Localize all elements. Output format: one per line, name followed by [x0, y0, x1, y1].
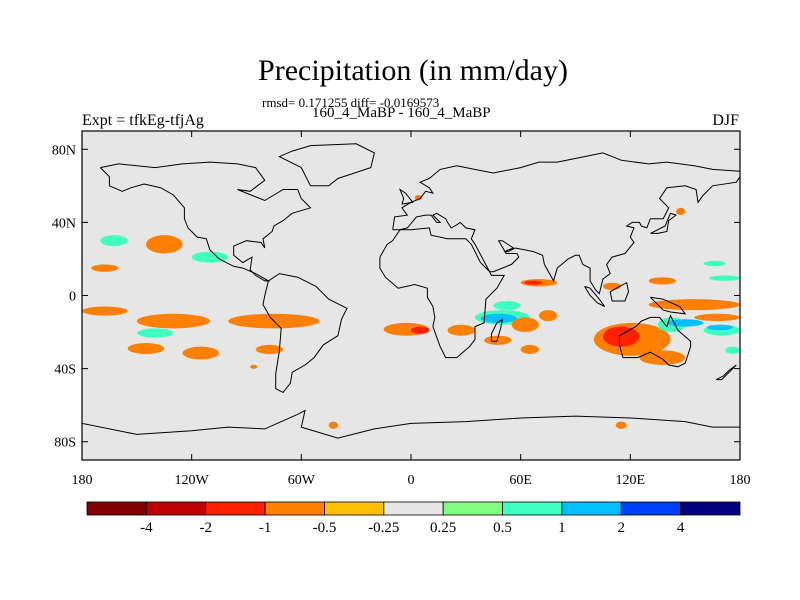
coastline — [392, 152, 740, 295]
runs-subtitle: 160_4_MaBP - 160_4_MaBP — [312, 105, 491, 121]
anomaly-patch — [648, 299, 740, 311]
anomaly-patch — [694, 313, 740, 322]
colorbar-swatch — [561, 501, 622, 516]
anomaly-patch — [707, 324, 733, 331]
anomaly-patch — [648, 277, 677, 285]
anomaly-patch — [538, 310, 558, 322]
anomaly-patch — [639, 350, 686, 365]
coastline — [490, 318, 504, 342]
y-tick-label: 80N — [52, 143, 76, 158]
colorbar-label: 0.5 — [493, 520, 512, 536]
coastline — [618, 314, 692, 368]
colorbar-label: -0.25 — [368, 520, 399, 536]
anomaly-patch — [328, 421, 338, 429]
colorbar-swatch — [324, 501, 385, 516]
coastline — [715, 364, 737, 381]
anomaly-patch — [250, 364, 258, 369]
anomaly-patch — [666, 319, 704, 327]
x-tick-label: 0 — [408, 473, 415, 488]
x-tick-label: 60E — [509, 473, 532, 488]
colorbar-swatch — [502, 501, 563, 516]
anomaly-patch — [191, 251, 229, 263]
anomaly-patch — [91, 264, 119, 272]
plot-title: Precipitation (in mm/day) — [258, 54, 568, 87]
coastline — [584, 285, 606, 307]
colorbar-label: -2 — [199, 520, 212, 536]
anomaly-patch — [703, 260, 726, 267]
map-background — [82, 131, 740, 460]
colorbar-label: -0.5 — [313, 520, 337, 536]
x-tick-label: 60W — [288, 473, 316, 488]
anomaly-patch — [136, 328, 174, 338]
coastline — [650, 212, 678, 234]
coastline — [398, 188, 414, 205]
coastline — [379, 227, 506, 359]
anomaly-patch — [725, 346, 740, 354]
x-tick-label: 180 — [72, 473, 93, 488]
y-tick-label: 40N — [52, 216, 76, 231]
anomaly-patch — [615, 421, 627, 429]
anomaly-patch — [480, 313, 518, 323]
anomaly-patch — [524, 280, 543, 285]
stats-subtitle: rmsd= 0.171255 diff= -0.0169573 — [262, 95, 440, 110]
colorbar-label: -1 — [259, 520, 272, 536]
anomaly-patch — [708, 275, 740, 281]
anomaly-patch — [100, 235, 128, 247]
x-tick-label: 120E — [616, 473, 646, 488]
anomaly-patch — [447, 324, 475, 336]
colorbar-swatch — [145, 501, 207, 516]
coastline — [609, 281, 630, 302]
coastline — [99, 161, 312, 282]
colorbar-swatch — [264, 501, 325, 516]
colorbar-swatch — [620, 501, 682, 516]
anomaly-patch — [511, 317, 539, 333]
colorbar-swatch — [680, 501, 741, 516]
x-tick-label: 180 — [730, 473, 751, 488]
colorbar-label: 1 — [558, 520, 566, 536]
colorbar-swatch — [383, 501, 444, 516]
colorbar-label: 0.25 — [430, 520, 456, 536]
experiment-label: Expt = tfkEg-tfjAg — [82, 112, 204, 129]
anomaly-patch — [602, 282, 622, 291]
anomaly-patch — [520, 344, 539, 354]
anomaly-patch — [82, 306, 128, 316]
colorbar-label: -4 — [140, 520, 153, 536]
anomaly-patch — [127, 343, 165, 354]
colorbar-label: 4 — [677, 520, 685, 536]
colorbar-swatch — [442, 501, 503, 516]
anomaly-patch — [602, 326, 640, 347]
coastline-layer — [82, 143, 740, 439]
x-tick-label: 120W — [175, 473, 210, 488]
y-tick-label: 80S — [54, 436, 76, 451]
coastline — [278, 143, 375, 187]
season-label: DJF — [712, 112, 739, 129]
anomaly-patch — [182, 346, 220, 360]
coastline — [82, 409, 740, 439]
y-tick-label: 40S — [54, 363, 76, 378]
colorbar-swatch — [205, 501, 266, 516]
colorbar-label: 2 — [618, 520, 626, 536]
anomaly-patch — [255, 344, 284, 354]
colorbar: -4 -2 -1 -0.5 -0.25 0.25 0.5 1 2 4 — [86, 501, 741, 536]
colorbar-swatch — [86, 501, 147, 516]
anomaly-patch — [493, 300, 521, 311]
anomaly-patch — [411, 326, 430, 334]
anomaly-patch — [676, 207, 686, 216]
anomaly-layer — [82, 194, 740, 429]
y-tick-label: 0 — [69, 290, 76, 305]
axis-ticks: 180 120W 60W 0 60E 120E 180 80N 40N 0 40S 80S — [52, 131, 751, 488]
coastline — [262, 273, 348, 394]
anomaly-patch — [136, 313, 210, 329]
coastline — [650, 296, 687, 315]
anomaly-patch — [145, 235, 183, 254]
